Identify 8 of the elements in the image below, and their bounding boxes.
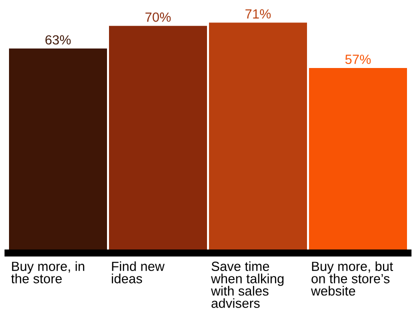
data-label: 70% [145, 12, 171, 22]
x-tick-label: Save time when talking with sales advisers [210, 261, 284, 308]
data-label: 63% [45, 35, 71, 45]
x-tick-label: Buy more, in the store [11, 261, 84, 284]
x-tick-label: Buy more, but on the store’s website [310, 261, 394, 296]
data-label: 71% [245, 9, 271, 19]
x-tick-label: Find new ideas [112, 261, 165, 284]
data-label: 57% [345, 54, 371, 64]
